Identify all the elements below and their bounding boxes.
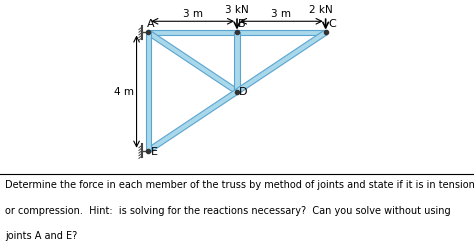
Text: 3 m: 3 m xyxy=(182,9,203,19)
Text: A: A xyxy=(147,19,155,29)
Text: 4 m: 4 m xyxy=(115,87,135,97)
Text: E: E xyxy=(151,147,158,157)
Text: or compression.  Hint:  is solving for the reactions necessary?  Can you solve w: or compression. Hint: is solving for the… xyxy=(5,206,450,216)
Text: 2 kN: 2 kN xyxy=(310,5,333,15)
Polygon shape xyxy=(148,30,237,35)
Text: 3 m: 3 m xyxy=(271,9,292,19)
Text: D: D xyxy=(239,87,248,98)
Polygon shape xyxy=(147,30,238,94)
Text: 3 kN: 3 kN xyxy=(225,5,249,15)
Text: joints A and E?: joints A and E? xyxy=(5,231,77,241)
Polygon shape xyxy=(237,30,326,35)
Polygon shape xyxy=(234,33,240,92)
Text: B: B xyxy=(238,19,246,29)
Polygon shape xyxy=(146,33,151,151)
Polygon shape xyxy=(147,89,238,153)
Text: C: C xyxy=(328,19,336,29)
Polygon shape xyxy=(236,30,327,94)
Text: Determine the force in each member of the truss by method of joints and state if: Determine the force in each member of th… xyxy=(5,180,474,190)
